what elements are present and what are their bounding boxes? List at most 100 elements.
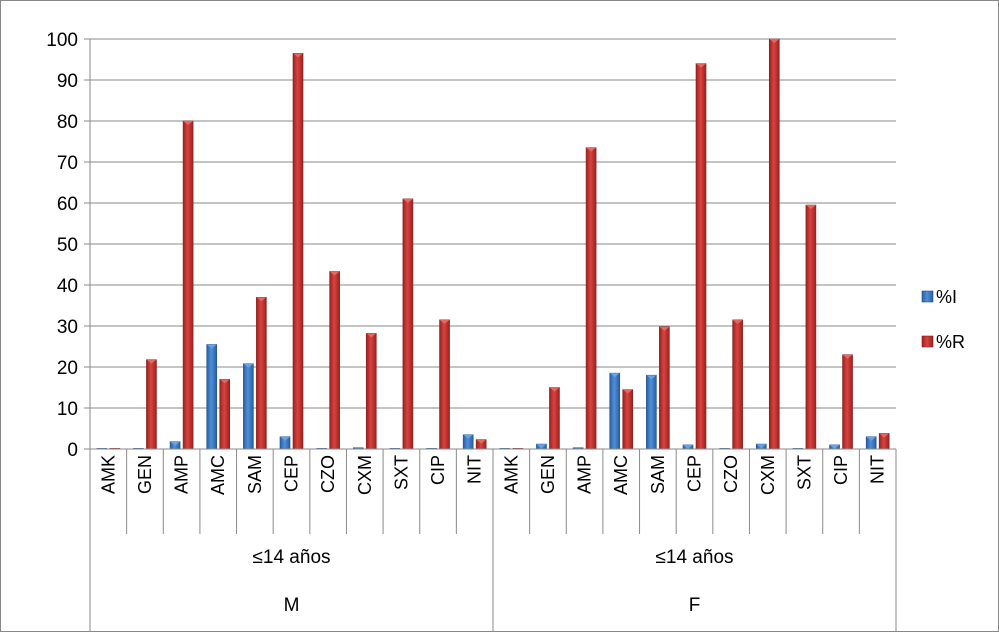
bar-cap bbox=[842, 354, 853, 359]
x-axis: AMK GEN AMP AMC SAM CEP CZO CXM SXT CIP NIT AMK GEN A… bbox=[89, 39, 897, 632]
bar-r bbox=[805, 204, 817, 450]
bar-rect bbox=[768, 38, 780, 450]
x-category-label: CIP bbox=[428, 455, 448, 485]
bar-rect bbox=[256, 296, 267, 450]
bar-r bbox=[475, 439, 487, 450]
y-tick-label: 40 bbox=[57, 276, 78, 297]
x-category-label: CXM bbox=[355, 455, 375, 495]
x-category-label: CIP bbox=[831, 455, 851, 485]
bar-i bbox=[243, 363, 254, 450]
bar-r bbox=[695, 63, 707, 450]
group-label-level2: M bbox=[284, 595, 300, 616]
bar-rect bbox=[292, 53, 304, 450]
bar-rect bbox=[585, 147, 597, 450]
bar-r bbox=[732, 319, 743, 450]
bar-cap bbox=[219, 379, 230, 384]
y-tick-label: 10 bbox=[57, 399, 78, 420]
x-category-label: NIT bbox=[465, 455, 485, 484]
bar-cap bbox=[696, 63, 706, 68]
bar-rect bbox=[146, 359, 157, 450]
bar-cap bbox=[622, 389, 633, 394]
legend-swatch bbox=[921, 290, 934, 303]
bar-r bbox=[585, 147, 597, 450]
bar-cap bbox=[769, 39, 780, 43]
x-category-label: GEN bbox=[538, 455, 558, 494]
bar-cap bbox=[609, 373, 620, 378]
bar-cap bbox=[293, 53, 303, 58]
bar-cap bbox=[402, 198, 413, 203]
legend-label: %R bbox=[936, 332, 965, 352]
x-category-label: SAM bbox=[648, 455, 668, 494]
bar-cap bbox=[646, 375, 657, 380]
bar-cap bbox=[329, 271, 340, 276]
x-category-label: SXT bbox=[391, 455, 411, 490]
bar-rect bbox=[549, 387, 560, 450]
x-category-label: AMK bbox=[98, 455, 118, 494]
bar-rect bbox=[659, 326, 670, 450]
bar-i bbox=[682, 444, 694, 450]
bar-cap bbox=[476, 439, 487, 444]
group-label-level1: ≤14 años bbox=[252, 547, 330, 568]
x-category-label: AMK bbox=[501, 455, 521, 494]
bar-rect bbox=[695, 63, 707, 450]
bar-cap bbox=[280, 436, 290, 441]
bar-cap bbox=[463, 434, 474, 439]
y-axis-ticks: 0 10 20 30 40 50 60 70 80 90 100 bbox=[46, 30, 78, 461]
bars bbox=[96, 38, 890, 450]
bar-rect bbox=[329, 271, 340, 450]
bar-r bbox=[146, 359, 157, 450]
bar-r bbox=[622, 389, 634, 450]
x-category-label: CXM bbox=[758, 455, 778, 495]
bar-cap bbox=[586, 147, 597, 152]
bar-cap bbox=[879, 433, 890, 438]
bar-cap bbox=[683, 444, 693, 449]
y-tick-label: 50 bbox=[57, 235, 78, 256]
bar-i bbox=[646, 374, 657, 450]
bar-i bbox=[865, 436, 877, 450]
bar-rect bbox=[805, 204, 817, 450]
bar-r bbox=[402, 198, 414, 450]
x-category-label: CZO bbox=[721, 455, 741, 493]
y-tick-label: 80 bbox=[57, 112, 78, 133]
legend: %I %R bbox=[921, 287, 965, 352]
bar-cap bbox=[756, 444, 767, 449]
y-tick-label: 60 bbox=[57, 194, 78, 215]
bar-cap bbox=[439, 319, 450, 324]
bar-i bbox=[609, 372, 621, 450]
bar-rect bbox=[402, 198, 414, 450]
bar-r bbox=[842, 354, 853, 450]
bar-rect bbox=[609, 372, 621, 450]
x-category-label: CZO bbox=[318, 455, 338, 493]
bar-cap bbox=[146, 359, 157, 364]
x-category-label: SXT bbox=[794, 455, 814, 490]
y-tick-label: 70 bbox=[57, 153, 78, 174]
bar-cap bbox=[536, 444, 547, 449]
bar-cap bbox=[659, 326, 670, 331]
group-label-level2: F bbox=[689, 595, 701, 616]
bar-i bbox=[755, 443, 767, 450]
bar-r bbox=[439, 319, 450, 450]
bar-rect bbox=[365, 333, 377, 450]
bar-cap bbox=[549, 387, 560, 392]
legend-swatch bbox=[921, 335, 934, 348]
bar-r bbox=[182, 120, 194, 450]
bar-i bbox=[169, 441, 181, 450]
bar-r bbox=[549, 387, 560, 450]
x-category-label: CEP bbox=[685, 455, 705, 492]
legend-item: %I bbox=[921, 287, 957, 307]
bar-r bbox=[878, 433, 890, 450]
bar-rect bbox=[842, 354, 853, 450]
y-tick-label: 0 bbox=[67, 440, 78, 461]
bar-r bbox=[329, 271, 340, 450]
bar-r bbox=[365, 333, 377, 450]
legend-label: %I bbox=[936, 287, 957, 307]
bar-r bbox=[219, 378, 231, 450]
bar-cap bbox=[206, 344, 217, 349]
bar-i bbox=[206, 344, 218, 450]
gridlines bbox=[84, 38, 896, 450]
y-tick-label: 90 bbox=[57, 71, 78, 92]
bar-cap bbox=[366, 333, 377, 338]
bar-rect bbox=[182, 120, 194, 450]
bar-r bbox=[292, 53, 304, 450]
